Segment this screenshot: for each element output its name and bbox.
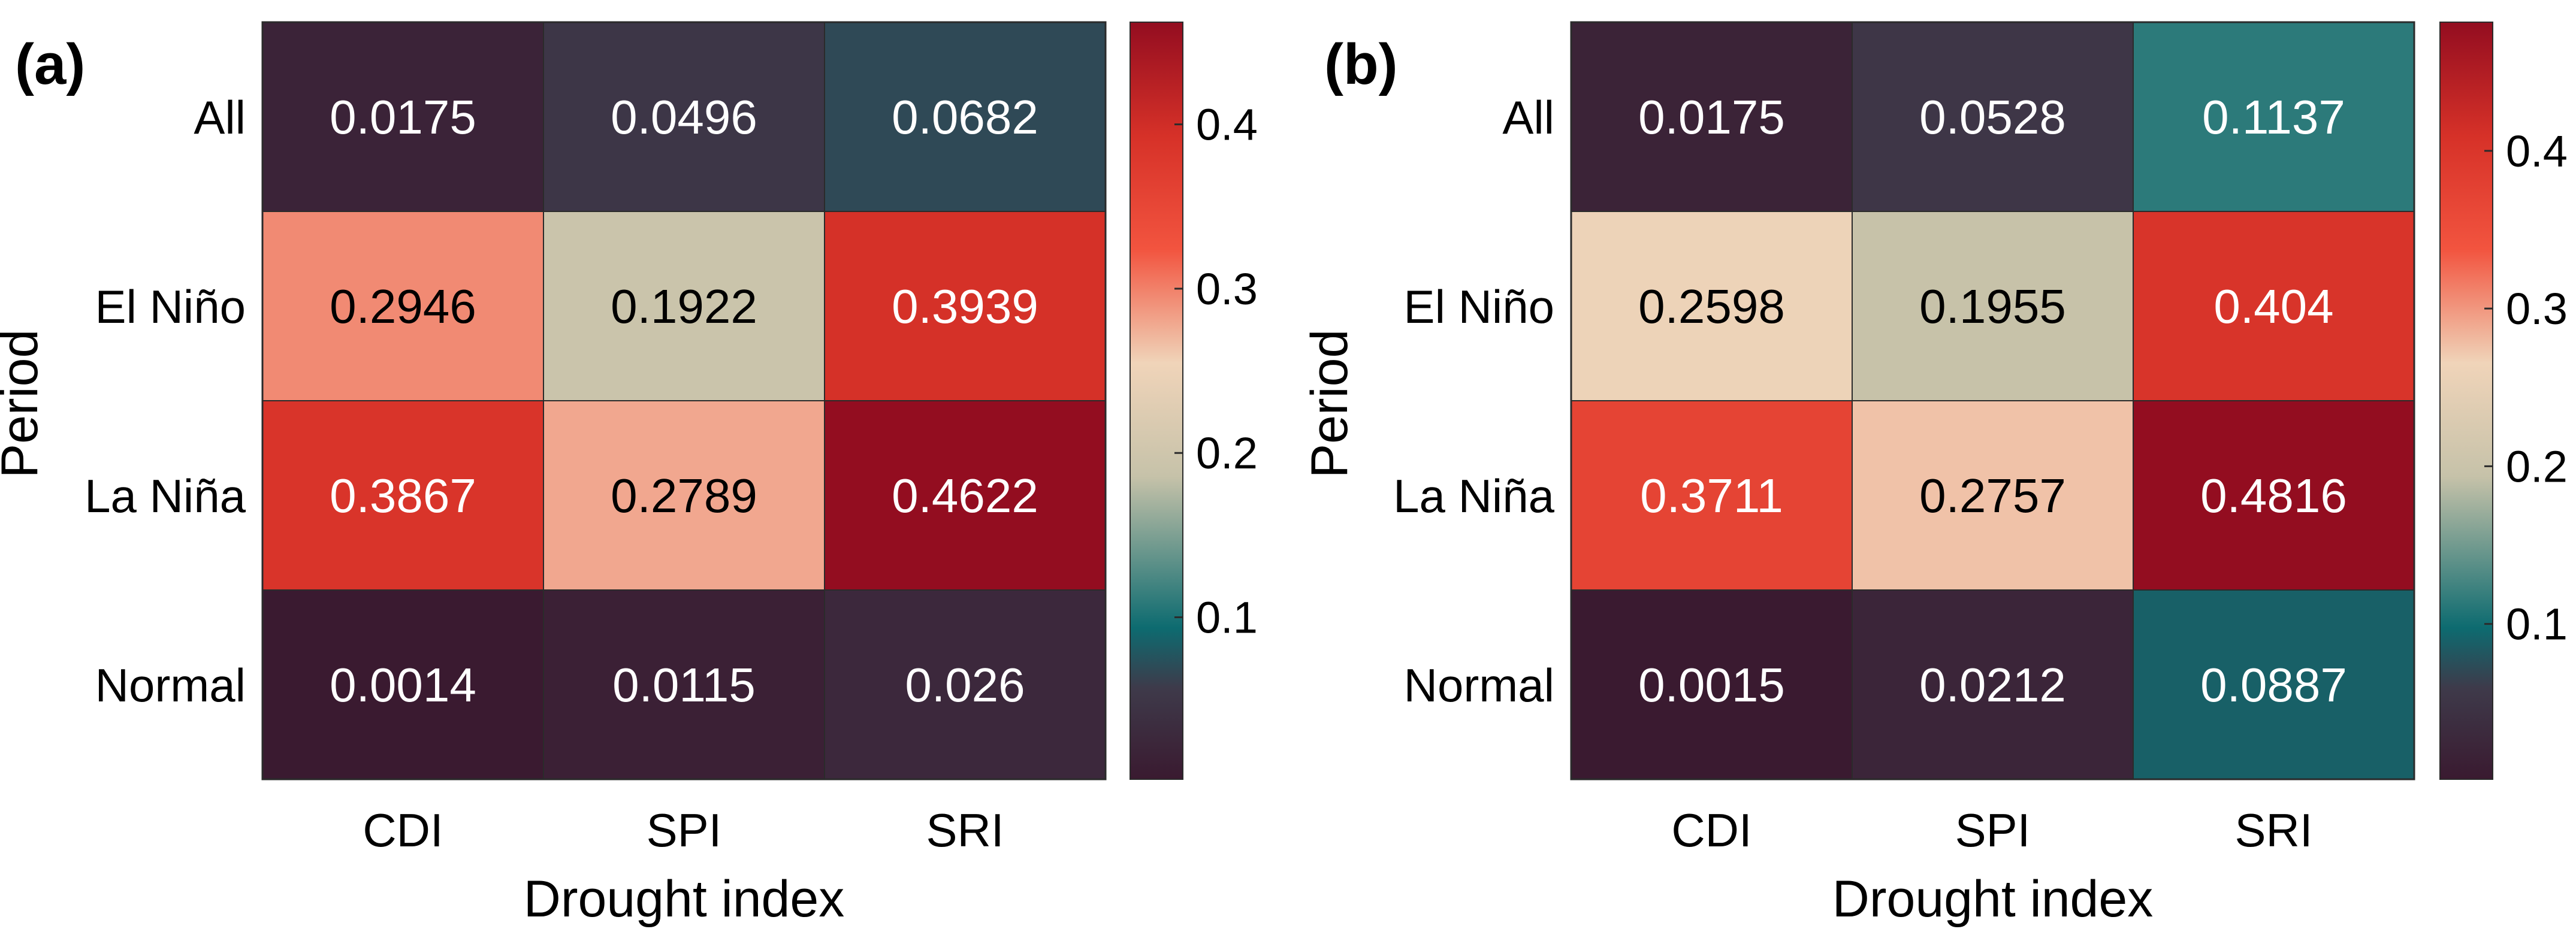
x-tick-label: SPI xyxy=(647,804,722,857)
heatmap-cell-1-2 xyxy=(824,211,1106,401)
heatmap-panel-b: 0.0175 0.0528 0.1137 0.2598 0.1955 0.404 0.371… xyxy=(1301,21,2568,928)
cell-value-label: 0.3939 xyxy=(892,280,1038,333)
cell-value-label: 0.3867 xyxy=(330,469,476,522)
colorbar-tick-label: 0.3 xyxy=(1196,264,1258,314)
cell-value-label: 0.0212 xyxy=(1919,658,2066,712)
cell-value-label: 0.4622 xyxy=(892,469,1038,522)
cell-value-label: 0.0175 xyxy=(1638,90,1785,144)
heatmap-cell-2-0 xyxy=(1571,400,1853,591)
x-tick-label: SRI xyxy=(926,804,1004,857)
heatmap-cell-2-0 xyxy=(262,400,544,591)
cell-value-label: 0.2598 xyxy=(1638,280,1785,333)
heatmap-panel-a: 0.0175 0.0496 0.0682 0.2946 0.1922 0.3939 0.38… xyxy=(0,21,1258,928)
cell-value-label: 0.2789 xyxy=(611,469,757,522)
colorbar-tick-label: 0.2 xyxy=(1196,428,1258,478)
cell-value-label: 0.2946 xyxy=(330,280,476,333)
colorbar-tick-label: 0.2 xyxy=(2506,441,2568,491)
cell-value-label: 0.1137 xyxy=(2202,90,2345,144)
heatmap-cell-3-2 xyxy=(2133,589,2415,780)
cell-value-label: 0.4816 xyxy=(2200,469,2347,522)
heatmap-cell-3-0 xyxy=(262,589,544,780)
y-tick-label: El Niño xyxy=(95,280,246,333)
heatmap-cell-2-2 xyxy=(2133,400,2415,591)
heatmap-cell-0-1 xyxy=(543,22,825,212)
y-tick-label: All xyxy=(194,91,246,144)
y-axis-label: Period xyxy=(0,329,49,479)
x-tick-label: CDI xyxy=(363,804,443,857)
y-tick-label: Normal xyxy=(1404,659,1554,712)
heatmap-cell-2-1 xyxy=(1852,400,2134,591)
y-tick-label: La Niña xyxy=(1393,470,1554,522)
cell-value-label: 0.2757 xyxy=(1919,469,2066,522)
cell-value-label: 0.1955 xyxy=(1919,280,2066,333)
colorbar-tick-label: 0.3 xyxy=(2506,284,2568,334)
cell-value-label: 0.0887 xyxy=(2200,658,2347,712)
cell-value-label: 0.1922 xyxy=(611,280,757,333)
cell-value-label: 0.0115 xyxy=(612,658,756,712)
heatmap-cell-2-1 xyxy=(543,400,825,591)
colorbar xyxy=(1130,22,1183,780)
cell-value-label: 0.0682 xyxy=(892,90,1038,144)
colorbar-tick-label: 0.1 xyxy=(2506,600,2568,649)
cell-value-label: 0.3711 xyxy=(1640,469,1783,522)
colorbar-tick-label: 0.1 xyxy=(1196,593,1258,643)
colorbar-tick-label: 0.4 xyxy=(2506,126,2568,176)
y-axis-label: Period xyxy=(1301,329,1358,479)
y-tick-label: La Niña xyxy=(84,470,246,522)
cell-value-label: 0.0496 xyxy=(611,90,757,144)
heatmap-cell-1-2 xyxy=(2133,211,2415,401)
cell-value-label: 0.0014 xyxy=(330,658,476,712)
x-axis-label: Drought index xyxy=(1832,870,2153,928)
x-tick-label: SPI xyxy=(1955,804,2031,857)
heatmap-cell-1-0 xyxy=(262,211,544,401)
panel-label: (a) xyxy=(15,32,85,96)
heatmap-cell-1-1 xyxy=(1852,211,2134,401)
grid-frame xyxy=(1570,21,2415,780)
cell-value-label: 0.0175 xyxy=(330,90,476,144)
heatmap-cell-3-1 xyxy=(1852,589,2134,780)
heatmap-cell-0-0 xyxy=(1571,22,1853,212)
cell-value-label: 0.0015 xyxy=(1638,658,1785,712)
heatmap-cell-0-1 xyxy=(1852,22,2134,212)
heatmap-cell-1-1 xyxy=(543,211,825,401)
y-tick-label: Normal xyxy=(95,659,246,712)
heatmap-cell-3-2 xyxy=(824,589,1106,780)
cell-value-label: 0.026 xyxy=(905,658,1025,712)
grid-frame xyxy=(261,21,1107,780)
cell-value-label: 0.0528 xyxy=(1919,90,2066,144)
x-tick-label: SRI xyxy=(2234,804,2312,857)
colorbar-tick-label: 0.4 xyxy=(1196,100,1258,150)
heatmap-cell-0-0 xyxy=(262,22,544,212)
x-axis-label: Drought index xyxy=(524,870,844,928)
heatmap-cell-3-0 xyxy=(1571,589,1853,780)
y-tick-label: All xyxy=(1502,91,1554,144)
panel-label: (b) xyxy=(1324,32,1398,96)
cell-value-label: 0.404 xyxy=(2213,280,2333,333)
y-tick-label: El Niño xyxy=(1404,280,1554,333)
x-tick-label: CDI xyxy=(1671,804,1751,857)
colorbar xyxy=(2439,22,2493,780)
